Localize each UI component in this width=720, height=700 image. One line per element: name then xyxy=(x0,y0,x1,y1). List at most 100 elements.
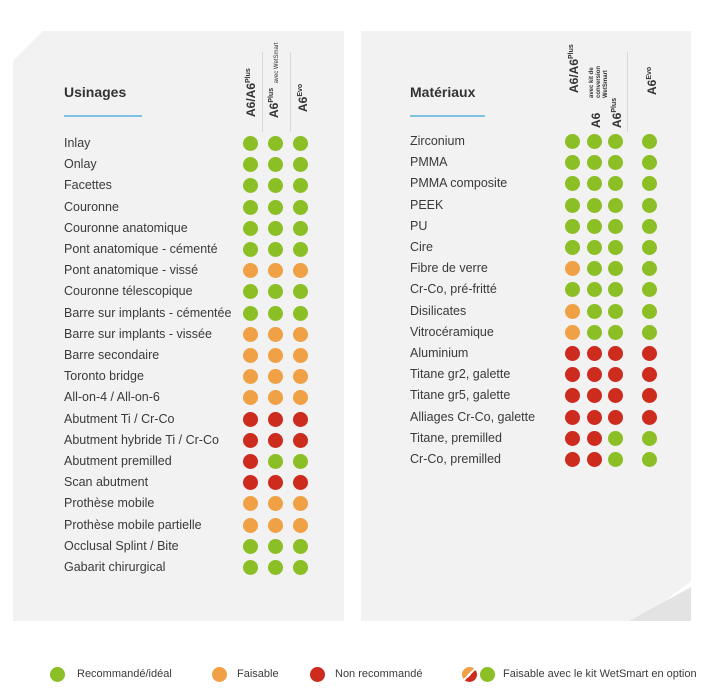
status-dot xyxy=(293,475,308,491)
status-dot xyxy=(293,390,308,406)
status-dot xyxy=(293,220,308,236)
row-label: Toronto bridge xyxy=(64,369,144,384)
materiaux-panel xyxy=(361,31,691,621)
status-dot xyxy=(293,305,308,321)
status-dot xyxy=(587,324,602,340)
row-label: Titane gr5, galette xyxy=(410,388,511,403)
table-row: PEEK xyxy=(410,195,662,216)
table-row: Titane gr2, galette xyxy=(410,364,662,385)
materiaux-underline xyxy=(410,115,485,117)
status-dot xyxy=(608,388,623,404)
table-row: Prothèse mobile partielle xyxy=(64,515,313,536)
usinages-title: Usinages xyxy=(64,84,127,100)
status-dot xyxy=(243,178,258,194)
status-dot xyxy=(565,303,580,319)
status-dot xyxy=(642,388,657,404)
table-row: Cr-Co, pré-fritté xyxy=(410,279,662,300)
status-dot xyxy=(565,218,580,234)
row-label: Barre secondaire xyxy=(64,348,160,362)
status-dot xyxy=(565,134,580,149)
status-dot xyxy=(243,348,258,363)
table-row: Fibre de verre xyxy=(410,258,662,279)
status-dot xyxy=(243,411,258,427)
status-dot xyxy=(243,136,258,151)
status-dot xyxy=(268,538,283,554)
legend-orange-dot xyxy=(212,667,227,682)
status-dot xyxy=(642,452,657,467)
status-dot xyxy=(642,218,657,234)
status-dot xyxy=(243,560,258,575)
table-row: Couronne xyxy=(64,197,313,218)
status-dot xyxy=(293,178,308,194)
status-dot xyxy=(587,155,602,171)
usinages-panel xyxy=(13,31,344,621)
table-row: Barre secondaire xyxy=(64,345,313,366)
status-dot xyxy=(587,430,602,446)
status-dot xyxy=(608,409,623,425)
materiaux-title: Matériaux xyxy=(410,84,476,100)
status-dot xyxy=(243,199,258,215)
status-dot xyxy=(565,282,580,298)
status-dot xyxy=(642,303,657,319)
row-label: Abutment Ti / Cr-Co xyxy=(64,411,175,426)
row-label: PMMA composite xyxy=(410,176,508,191)
row-label: Gabarit chirurgical xyxy=(64,560,166,574)
row-label: Cr-Co, pré-fritté xyxy=(410,282,497,297)
status-dot xyxy=(587,409,602,425)
row-label: Couronne télescopique xyxy=(64,284,193,299)
table-row: Abutment hybride Ti / Cr-Co xyxy=(64,430,313,451)
status-dot xyxy=(268,136,283,151)
status-dot xyxy=(565,176,580,192)
row-label: Cire xyxy=(410,240,433,254)
table-row: Toronto bridge xyxy=(64,366,313,387)
row-label: Abutment hybride Ti / Cr-Co xyxy=(64,432,219,447)
row-label: Facettes xyxy=(64,178,112,193)
status-dot xyxy=(293,560,308,575)
table-row: Scan abutment xyxy=(64,472,313,493)
table-row: Barre sur implants - cémentée xyxy=(64,303,313,324)
table-row: Cr-Co, premilled xyxy=(410,449,662,470)
status-dot xyxy=(565,367,580,383)
row-label: Titane, premilled xyxy=(410,430,502,445)
status-dot xyxy=(268,199,283,215)
row-label: Inlay xyxy=(64,136,91,150)
status-dot xyxy=(608,303,623,319)
status-dot xyxy=(268,326,283,342)
row-label: Alliages Cr-Co, galette xyxy=(410,409,536,424)
status-dot xyxy=(293,242,308,257)
status-dot xyxy=(268,475,283,491)
status-dot xyxy=(243,242,258,257)
status-dot xyxy=(608,324,623,340)
status-dot xyxy=(565,388,580,404)
status-dot xyxy=(243,284,258,300)
column-divider xyxy=(262,52,263,132)
row-label: Scan abutment xyxy=(64,475,149,490)
status-dot xyxy=(268,157,283,173)
status-dot xyxy=(608,346,623,361)
legend-not-recommended: Non recommandé xyxy=(335,668,423,680)
status-dot xyxy=(293,432,308,448)
status-dot xyxy=(642,155,657,171)
status-dot xyxy=(587,367,602,383)
table-row: Occlusal Splint / Bite xyxy=(64,536,313,557)
status-dot xyxy=(608,240,623,255)
row-label: Couronne xyxy=(64,199,119,214)
column-header-a6-plus-wetsmart: A6Plus avec WetSmart xyxy=(267,42,281,119)
row-label: Pont anatomique - cémenté xyxy=(64,242,218,256)
status-dot xyxy=(293,411,308,427)
status-dot xyxy=(268,263,283,279)
column-header-a6-plus: A6/A6Plus xyxy=(567,44,581,93)
status-dot xyxy=(587,176,602,192)
usinages-underline xyxy=(64,115,142,117)
status-dot xyxy=(642,324,657,340)
row-label: All-on-4 / All-on-6 xyxy=(64,390,160,405)
row-label: Prothèse mobile xyxy=(64,496,155,511)
status-dot xyxy=(642,346,657,361)
column-header-a6: A6 xyxy=(589,112,603,128)
status-dot xyxy=(268,517,283,533)
table-row: All-on-4 / All-on-6 xyxy=(64,387,313,408)
status-dot xyxy=(587,282,602,298)
status-dot xyxy=(642,430,657,446)
status-dot xyxy=(243,517,258,533)
column-header-wetsmart-kit: avec kit de conversion WetSmart xyxy=(589,65,609,98)
